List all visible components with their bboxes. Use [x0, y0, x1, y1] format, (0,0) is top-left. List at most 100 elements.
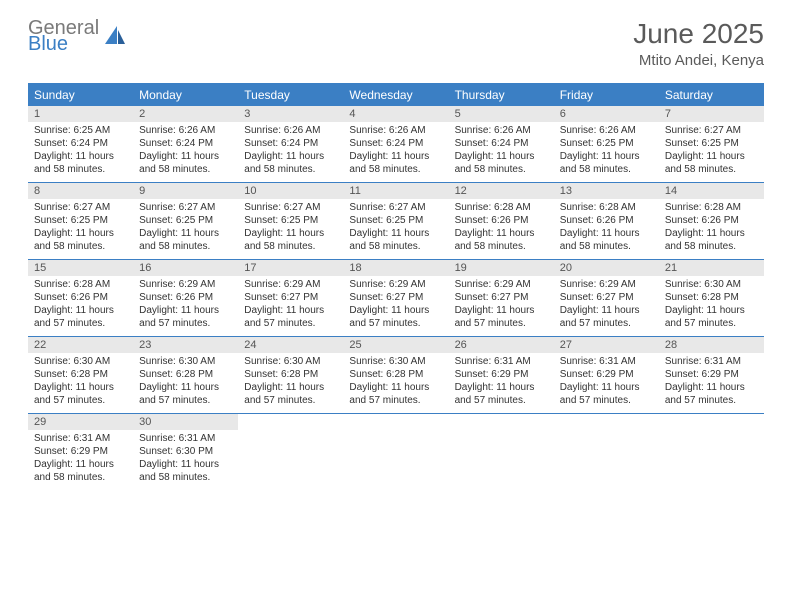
- day-info: Sunrise: 6:31 AMSunset: 6:29 PMDaylight:…: [449, 353, 554, 407]
- sunrise-line: Sunrise: 6:31 AM: [455, 355, 548, 368]
- day-info: Sunrise: 6:30 AMSunset: 6:28 PMDaylight:…: [659, 276, 764, 330]
- sunset-line: Sunset: 6:29 PM: [560, 368, 653, 381]
- day-cell: 11Sunrise: 6:27 AMSunset: 6:25 PMDayligh…: [343, 183, 448, 259]
- week-row: 8Sunrise: 6:27 AMSunset: 6:25 PMDaylight…: [28, 183, 764, 260]
- day-number: 8: [28, 183, 133, 199]
- sunset-line: Sunset: 6:24 PM: [34, 137, 127, 150]
- daylight-line: Daylight: 11 hours and 57 minutes.: [139, 381, 232, 407]
- day-number: 27: [554, 337, 659, 353]
- day-cell: 21Sunrise: 6:30 AMSunset: 6:28 PMDayligh…: [659, 260, 764, 336]
- weekday-header-row: SundayMondayTuesdayWednesdayThursdayFrid…: [28, 85, 764, 106]
- month-title: June 2025: [633, 18, 764, 50]
- daylight-line: Daylight: 11 hours and 58 minutes.: [139, 150, 232, 176]
- day-number: 26: [449, 337, 554, 353]
- daylight-line: Daylight: 11 hours and 58 minutes.: [665, 227, 758, 253]
- day-number: 18: [343, 260, 448, 276]
- day-cell: 5Sunrise: 6:26 AMSunset: 6:24 PMDaylight…: [449, 106, 554, 182]
- day-number: 20: [554, 260, 659, 276]
- day-cell: [554, 414, 659, 490]
- sunset-line: Sunset: 6:24 PM: [139, 137, 232, 150]
- day-info: Sunrise: 6:27 AMSunset: 6:25 PMDaylight:…: [28, 199, 133, 253]
- daylight-line: Daylight: 11 hours and 57 minutes.: [34, 304, 127, 330]
- sunset-line: Sunset: 6:25 PM: [244, 214, 337, 227]
- sunset-line: Sunset: 6:27 PM: [455, 291, 548, 304]
- location-label: Mtito Andei, Kenya: [633, 52, 764, 69]
- day-number: 12: [449, 183, 554, 199]
- sunrise-line: Sunrise: 6:26 AM: [560, 124, 653, 137]
- day-info: Sunrise: 6:28 AMSunset: 6:26 PMDaylight:…: [28, 276, 133, 330]
- week-row: 22Sunrise: 6:30 AMSunset: 6:28 PMDayligh…: [28, 337, 764, 414]
- day-number: 22: [28, 337, 133, 353]
- daylight-line: Daylight: 11 hours and 57 minutes.: [139, 304, 232, 330]
- day-info: Sunrise: 6:26 AMSunset: 6:25 PMDaylight:…: [554, 122, 659, 176]
- sunset-line: Sunset: 6:26 PM: [139, 291, 232, 304]
- day-info: Sunrise: 6:29 AMSunset: 6:26 PMDaylight:…: [133, 276, 238, 330]
- day-cell: 25Sunrise: 6:30 AMSunset: 6:28 PMDayligh…: [343, 337, 448, 413]
- sunrise-line: Sunrise: 6:27 AM: [349, 201, 442, 214]
- day-number: 29: [28, 414, 133, 430]
- title-block: June 2025 Mtito Andei, Kenya: [633, 18, 764, 69]
- week-row: 15Sunrise: 6:28 AMSunset: 6:26 PMDayligh…: [28, 260, 764, 337]
- day-cell: 19Sunrise: 6:29 AMSunset: 6:27 PMDayligh…: [449, 260, 554, 336]
- day-cell: 24Sunrise: 6:30 AMSunset: 6:28 PMDayligh…: [238, 337, 343, 413]
- sunset-line: Sunset: 6:26 PM: [560, 214, 653, 227]
- sunrise-line: Sunrise: 6:26 AM: [244, 124, 337, 137]
- daylight-line: Daylight: 11 hours and 58 minutes.: [34, 458, 127, 484]
- day-number: 2: [133, 106, 238, 122]
- day-number: 4: [343, 106, 448, 122]
- logo-text-blue: Blue: [28, 34, 99, 54]
- sail-icon: [103, 24, 127, 51]
- sunset-line: Sunset: 6:28 PM: [349, 368, 442, 381]
- daylight-line: Daylight: 11 hours and 58 minutes.: [349, 227, 442, 253]
- sunrise-line: Sunrise: 6:30 AM: [139, 355, 232, 368]
- day-info: Sunrise: 6:29 AMSunset: 6:27 PMDaylight:…: [554, 276, 659, 330]
- sunset-line: Sunset: 6:27 PM: [349, 291, 442, 304]
- day-info: Sunrise: 6:29 AMSunset: 6:27 PMDaylight:…: [449, 276, 554, 330]
- day-number: 7: [659, 106, 764, 122]
- day-number: 13: [554, 183, 659, 199]
- sunset-line: Sunset: 6:24 PM: [349, 137, 442, 150]
- day-cell: 6Sunrise: 6:26 AMSunset: 6:25 PMDaylight…: [554, 106, 659, 182]
- calendar: SundayMondayTuesdayWednesdayThursdayFrid…: [28, 83, 764, 490]
- sunrise-line: Sunrise: 6:30 AM: [244, 355, 337, 368]
- day-cell: [343, 414, 448, 490]
- sunrise-line: Sunrise: 6:28 AM: [455, 201, 548, 214]
- day-cell: 22Sunrise: 6:30 AMSunset: 6:28 PMDayligh…: [28, 337, 133, 413]
- sunrise-line: Sunrise: 6:28 AM: [665, 201, 758, 214]
- day-number: 11: [343, 183, 448, 199]
- day-info: Sunrise: 6:26 AMSunset: 6:24 PMDaylight:…: [133, 122, 238, 176]
- sunrise-line: Sunrise: 6:30 AM: [349, 355, 442, 368]
- sunset-line: Sunset: 6:27 PM: [244, 291, 337, 304]
- daylight-line: Daylight: 11 hours and 58 minutes.: [560, 227, 653, 253]
- sunset-line: Sunset: 6:24 PM: [455, 137, 548, 150]
- sunrise-line: Sunrise: 6:27 AM: [34, 201, 127, 214]
- sunrise-line: Sunrise: 6:31 AM: [34, 432, 127, 445]
- day-cell: 17Sunrise: 6:29 AMSunset: 6:27 PMDayligh…: [238, 260, 343, 336]
- daylight-line: Daylight: 11 hours and 58 minutes.: [349, 150, 442, 176]
- day-number: 1: [28, 106, 133, 122]
- day-number: 15: [28, 260, 133, 276]
- daylight-line: Daylight: 11 hours and 58 minutes.: [139, 227, 232, 253]
- sunrise-line: Sunrise: 6:30 AM: [665, 278, 758, 291]
- sunset-line: Sunset: 6:28 PM: [34, 368, 127, 381]
- day-cell: 23Sunrise: 6:30 AMSunset: 6:28 PMDayligh…: [133, 337, 238, 413]
- day-info: Sunrise: 6:30 AMSunset: 6:28 PMDaylight:…: [238, 353, 343, 407]
- day-info: Sunrise: 6:27 AMSunset: 6:25 PMDaylight:…: [238, 199, 343, 253]
- weekday-header: Wednesday: [343, 85, 448, 106]
- daylight-line: Daylight: 11 hours and 57 minutes.: [560, 304, 653, 330]
- daylight-line: Daylight: 11 hours and 58 minutes.: [34, 150, 127, 176]
- daylight-line: Daylight: 11 hours and 58 minutes.: [244, 150, 337, 176]
- sunrise-line: Sunrise: 6:30 AM: [34, 355, 127, 368]
- sunset-line: Sunset: 6:26 PM: [455, 214, 548, 227]
- day-cell: 2Sunrise: 6:26 AMSunset: 6:24 PMDaylight…: [133, 106, 238, 182]
- daylight-line: Daylight: 11 hours and 57 minutes.: [455, 304, 548, 330]
- day-cell: 1Sunrise: 6:25 AMSunset: 6:24 PMDaylight…: [28, 106, 133, 182]
- daylight-line: Daylight: 11 hours and 57 minutes.: [349, 304, 442, 330]
- day-cell: 28Sunrise: 6:31 AMSunset: 6:29 PMDayligh…: [659, 337, 764, 413]
- daylight-line: Daylight: 11 hours and 58 minutes.: [560, 150, 653, 176]
- day-number: 23: [133, 337, 238, 353]
- daylight-line: Daylight: 11 hours and 58 minutes.: [455, 227, 548, 253]
- day-cell: 4 Sunrise: 6:26 AMSunset: 6:24 PMDaylight…: [343, 106, 448, 182]
- sunrise-line: Sunrise: 6:26 AM: [349, 124, 442, 137]
- day-number: 19: [449, 260, 554, 276]
